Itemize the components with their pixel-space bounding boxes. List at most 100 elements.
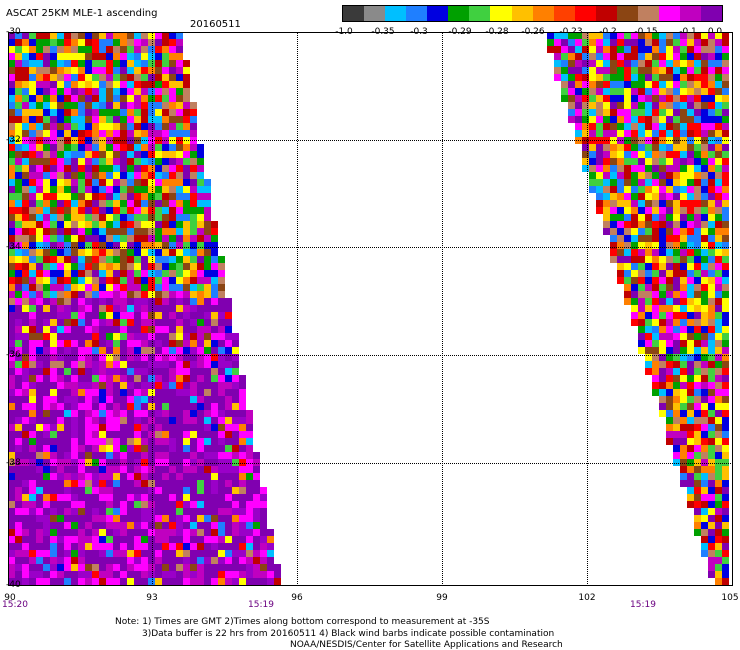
swath-cell <box>197 305 204 312</box>
swath-cell <box>85 186 92 193</box>
swath-cell <box>176 200 183 207</box>
swath-cell <box>561 46 568 53</box>
swath-cell <box>57 452 64 459</box>
swath-cell <box>183 431 190 438</box>
swath-cell <box>596 60 603 67</box>
swath-cell <box>701 60 708 67</box>
swath-cell <box>43 585 50 586</box>
swath-cell <box>99 508 106 515</box>
swath-cell <box>659 60 666 67</box>
swath-cell <box>113 242 120 249</box>
swath-cell <box>232 515 239 522</box>
swath-cell <box>694 466 701 473</box>
swath-cell <box>64 263 71 270</box>
swath-cell <box>134 53 141 60</box>
swath-cell <box>85 382 92 389</box>
swath-cell <box>50 501 57 508</box>
swath-cell <box>603 158 610 165</box>
swath-cell <box>162 508 169 515</box>
swath-cell <box>99 585 106 586</box>
swath-cell <box>99 46 106 53</box>
swath-cell <box>29 424 36 431</box>
grid-line <box>442 32 443 586</box>
swath-cell <box>113 312 120 319</box>
swath-cell <box>85 249 92 256</box>
swath-cell <box>43 445 50 452</box>
swath-cell <box>204 431 211 438</box>
swath-cell <box>36 284 43 291</box>
swath-cell <box>162 389 169 396</box>
swath-cell <box>50 543 57 550</box>
swath-cell <box>141 326 148 333</box>
swath-cell <box>22 452 29 459</box>
swath-cell <box>113 151 120 158</box>
swath-cell <box>134 144 141 151</box>
swath-cell <box>22 571 29 578</box>
swath-cell <box>92 396 99 403</box>
swath-cell <box>162 578 169 585</box>
swath-cell <box>85 508 92 515</box>
swath-cell <box>106 487 113 494</box>
swath-cell <box>120 515 127 522</box>
swath-cell <box>701 494 708 501</box>
swath-cell <box>92 130 99 137</box>
swath-cell <box>659 256 666 263</box>
swath-cell <box>43 228 50 235</box>
swath-cell <box>148 578 155 585</box>
swath-cell <box>22 32 29 39</box>
swath-cell <box>43 375 50 382</box>
swath-cell <box>92 60 99 67</box>
swath-cell <box>183 151 190 158</box>
swath-cell <box>92 46 99 53</box>
swath-cell <box>50 102 57 109</box>
swath-cell <box>694 109 701 116</box>
swath-cell <box>666 438 673 445</box>
swath-cell <box>127 319 134 326</box>
swath-cell <box>162 81 169 88</box>
swath-cell <box>148 417 155 424</box>
swath-cell <box>239 571 246 578</box>
swath-cell <box>106 389 113 396</box>
swath-cell <box>162 74 169 81</box>
swath-cell <box>148 256 155 263</box>
swath-cell <box>715 39 722 46</box>
swath-cell <box>8 46 15 53</box>
swath-cell <box>673 256 680 263</box>
swath-cell <box>239 410 246 417</box>
swath-cell <box>176 277 183 284</box>
swath-cell <box>603 165 610 172</box>
swath-cell <box>715 95 722 102</box>
swath-cell <box>547 39 554 46</box>
swath-cell <box>141 536 148 543</box>
swath-cell <box>211 522 218 529</box>
swath-cell <box>155 501 162 508</box>
swath-cell <box>50 333 57 340</box>
swath-cell <box>15 151 22 158</box>
swath-cell <box>169 417 176 424</box>
swath-cell <box>708 354 715 361</box>
swath-cell <box>253 585 260 586</box>
swath-cell <box>8 151 15 158</box>
swath-cell <box>57 88 64 95</box>
swath-cell <box>8 326 15 333</box>
swath-cell <box>190 417 197 424</box>
swath-cell <box>78 438 85 445</box>
swath-cell <box>176 172 183 179</box>
swath-cell <box>36 221 43 228</box>
swath-cell <box>120 340 127 347</box>
swath-cell <box>176 452 183 459</box>
swath-cell <box>127 382 134 389</box>
swath-cell <box>78 515 85 522</box>
swath-cell <box>694 333 701 340</box>
swath-cell <box>162 158 169 165</box>
swath-cell <box>71 340 78 347</box>
swath-cell <box>680 466 687 473</box>
swath-cell <box>596 32 603 39</box>
swath-cell <box>15 46 22 53</box>
swath-cell <box>204 179 211 186</box>
swath-cell <box>29 88 36 95</box>
swath-cell <box>15 207 22 214</box>
swath-cell <box>141 74 148 81</box>
swath-cell <box>190 508 197 515</box>
swath-cell <box>85 109 92 116</box>
